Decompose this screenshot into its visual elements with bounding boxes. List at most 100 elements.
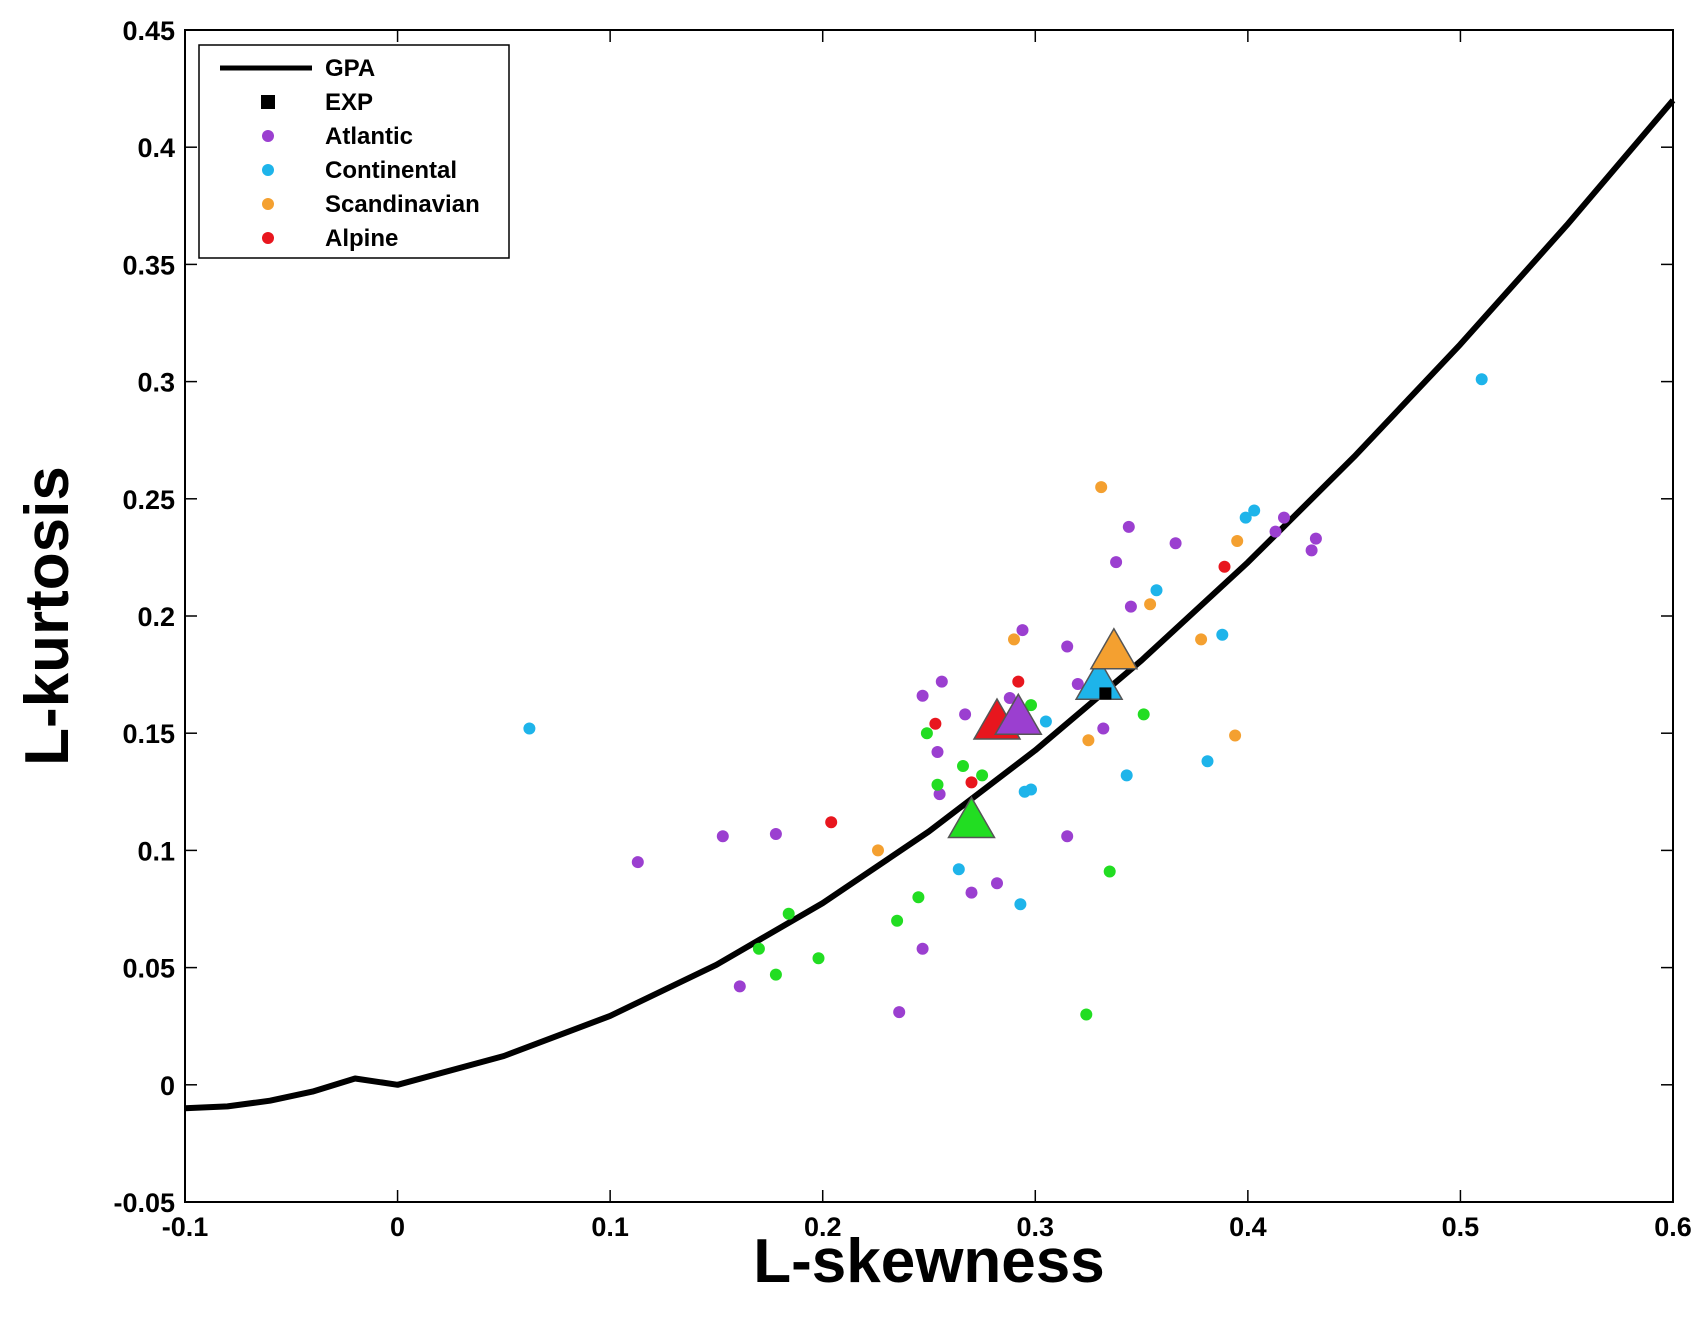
point-continental-8 — [1201, 755, 1214, 768]
point-atlantic-19 — [1097, 722, 1110, 735]
point-atlantic-4 — [893, 1006, 906, 1019]
y-tick-label: 0.25 — [122, 485, 175, 515]
legend-label-continental: Continental — [325, 157, 457, 184]
point-unlabeled-5 — [912, 891, 925, 904]
legend-swatch-alpine — [262, 232, 274, 244]
point-atlantic-26 — [1305, 544, 1318, 557]
legend-swatch-scandinavian — [262, 198, 274, 210]
mean-triangle-atlantic-1 — [994, 692, 1043, 736]
point-unlabeled-10 — [1025, 699, 1037, 712]
gpa-curve — [184, 98, 1676, 1112]
legend-label-exp: EXP — [325, 89, 373, 116]
point-alpine-3 — [1012, 675, 1025, 688]
point-alpine-4 — [1218, 560, 1231, 573]
point-unlabeled-6 — [920, 727, 933, 740]
point-atlantic-3 — [733, 980, 746, 993]
y-tick-label: 0.15 — [122, 719, 175, 749]
point-unlabeled-3 — [812, 952, 825, 965]
point-continental-9 — [1216, 628, 1229, 641]
point-scandinavian-0 — [872, 844, 884, 857]
point-atlantic-21 — [1122, 520, 1135, 533]
y-axis-title: L-kurtosis — [13, 466, 82, 766]
legend-label-gpa: GPA — [325, 55, 375, 82]
point-unlabeled-7 — [931, 778, 944, 791]
point-atlantic-7 — [931, 746, 944, 758]
point-continental-1 — [952, 863, 965, 876]
y-tick-label: 0.3 — [137, 368, 175, 398]
point-unlabeled-13 — [1137, 708, 1150, 721]
point-atlantic-20 — [1110, 556, 1123, 569]
point-continental-4 — [1025, 783, 1037, 796]
y-tick-label: 0 — [160, 1071, 175, 1101]
point-atlantic-0 — [631, 856, 644, 869]
y-tick-label: 0.05 — [122, 954, 175, 984]
point-atlantic-6 — [916, 689, 929, 702]
point-atlantic-10 — [959, 708, 972, 721]
legend-label-atlantic: Atlantic — [325, 123, 413, 150]
legend-swatch-continental — [262, 164, 274, 176]
point-scandinavian-5 — [1195, 633, 1208, 646]
point-atlantic-16 — [1061, 830, 1074, 843]
x-tick-label: 0 — [390, 1212, 405, 1242]
point-atlantic-5 — [916, 942, 929, 955]
point-atlantic-24 — [1269, 525, 1282, 538]
point-atlantic-27 — [1309, 532, 1322, 545]
point-unlabeled-0 — [752, 942, 765, 955]
y-tick-label: 0.45 — [122, 16, 175, 46]
x-tick-label: 0.3 — [1017, 1212, 1055, 1242]
y-tick-label: 0.2 — [137, 602, 175, 632]
y-tick-label: 0.4 — [137, 133, 175, 163]
point-scandinavian-1 — [1008, 633, 1020, 646]
y-tick-label: 0.1 — [137, 836, 175, 866]
point-unlabeled-9 — [976, 769, 989, 782]
point-unlabeled-12 — [1103, 865, 1116, 878]
legend: GPA EXP Atlantic Continental Scandinavian Alp… — [198, 44, 510, 259]
point-continental-2 — [1014, 898, 1027, 911]
point-continental-7 — [1150, 584, 1163, 597]
point-atlantic-17 — [1071, 678, 1084, 690]
x-tick-label: 0.2 — [804, 1212, 842, 1242]
legend-swatch-exp — [261, 95, 275, 109]
x-axis-title: L-skewness — [753, 1227, 1105, 1296]
point-atlantic-22 — [1124, 600, 1137, 613]
y-tick-label: 0.35 — [122, 250, 175, 280]
point-continental-0 — [523, 722, 536, 735]
legend-label-alpine: Alpine — [325, 225, 398, 252]
point-atlantic-2 — [769, 828, 782, 840]
point-alpine-2 — [965, 776, 978, 789]
point-atlantic-15 — [1061, 640, 1074, 653]
point-atlantic-8 — [933, 788, 946, 801]
point-continental-12 — [1475, 373, 1488, 386]
point-scandinavian-7 — [1231, 535, 1244, 547]
point-alpine-1 — [929, 717, 942, 730]
curve-layer — [184, 98, 1676, 1112]
exp-layer — [1099, 687, 1112, 700]
group-means-layer — [947, 627, 1139, 839]
point-unlabeled-1 — [769, 968, 782, 981]
point-atlantic-1 — [716, 830, 729, 843]
point-continental-11 — [1248, 504, 1261, 517]
legend-label-scandinavian: Scandinavian — [325, 191, 480, 218]
x-tick-label: -0.1 — [162, 1212, 209, 1242]
points-layer — [523, 373, 1488, 1021]
point-atlantic-14 — [1016, 624, 1029, 637]
ticks-layer: -0.1 0 0.1 0.2 0.3 0.4 0.5 0.6 -0.05 0 0.05 0.1 0.15… — [113, 16, 1691, 1242]
point-unlabeled-4 — [891, 914, 904, 927]
point-atlantic-11 — [965, 886, 978, 899]
point-continental-5 — [1039, 715, 1052, 728]
x-tick-label: 0.4 — [1229, 1212, 1267, 1242]
mean-triangle-scandinavian-3 — [1089, 627, 1139, 670]
point-scandinavian-4 — [1144, 598, 1157, 611]
point-scandinavian-2 — [1082, 734, 1095, 747]
point-scandinavian-3 — [1095, 481, 1108, 494]
point-continental-6 — [1120, 769, 1133, 782]
legend-swatch-atlantic — [262, 130, 274, 142]
point-atlantic-13 — [1003, 692, 1016, 704]
point-scandinavian-6 — [1229, 729, 1242, 742]
point-unlabeled-11 — [1080, 1008, 1093, 1021]
x-tick-label: 0.1 — [591, 1212, 629, 1242]
point-atlantic-25 — [1278, 511, 1290, 524]
point-unlabeled-8 — [957, 760, 969, 772]
y-tick-label: -0.05 — [113, 1188, 175, 1218]
